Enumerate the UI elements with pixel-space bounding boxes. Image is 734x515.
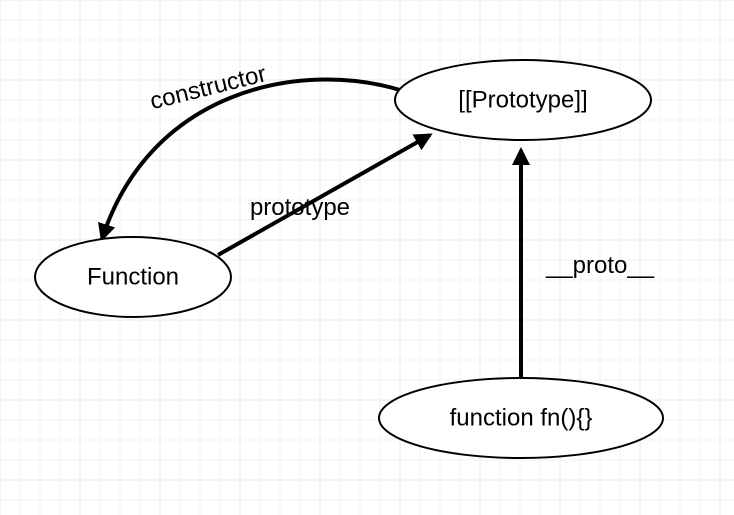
node-fn: function fn(){} <box>379 378 663 458</box>
node-fn-label: function fn(){} <box>450 405 593 432</box>
node-function-label: Function <box>87 264 179 291</box>
node-function: Function <box>35 237 231 317</box>
edge-prototype_edge-label: prototype <box>250 194 350 221</box>
edge-proto-label: __proto__ <box>545 252 655 279</box>
node-prototype-label: [[Prototype]] <box>458 87 587 114</box>
node-prototype: [[Prototype]] <box>395 60 651 140</box>
